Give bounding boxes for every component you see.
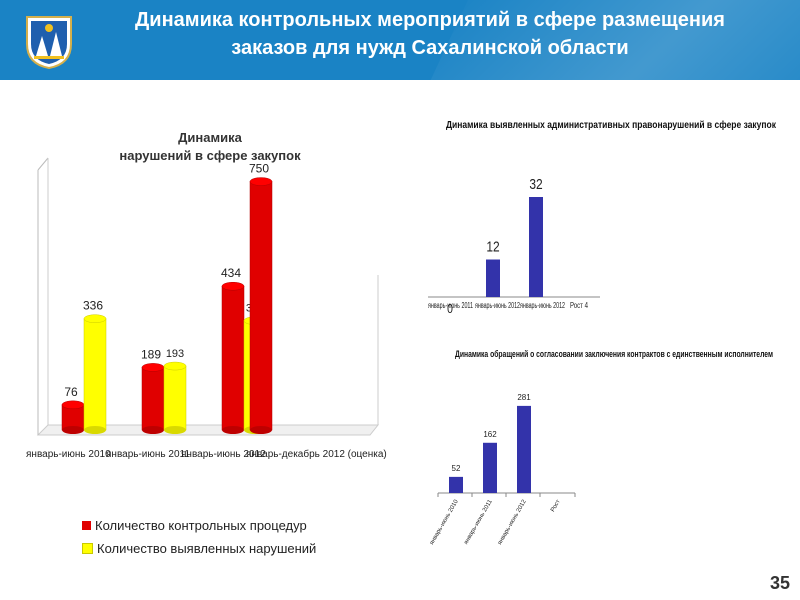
chart1-category-label-2: январь-июнь 2012 [181, 449, 266, 460]
chart3-category-label-3: Рост [550, 499, 562, 513]
chart1-value-label-1-1: 193 [166, 348, 184, 360]
chart1-value-label-0-2: 434 [221, 266, 241, 280]
chart1-bar-base-0-0 [62, 426, 84, 434]
header-banner: Динамика контрольных мероприятий в сфере… [0, 0, 800, 80]
chart3-bar-0 [449, 476, 463, 493]
chart1-title-line2: нарушений в сфере закупок [119, 148, 301, 163]
chart3-value-label-1: 162 [483, 430, 497, 439]
chart1-bar-violations-1 [163, 365, 187, 431]
chart1-category-label-0: январь-июнь 2010 [26, 449, 111, 460]
chart1-legend: Количество контрольных процедур Количест… [82, 518, 316, 564]
chart1-bar-procedures-2 [221, 285, 245, 431]
chart1-value-label-0-1: 189 [141, 347, 161, 361]
page-title: Динамика контрольных мероприятий в сфере… [80, 6, 780, 62]
chart2-category-label-0: январь-июнь 2011 [428, 301, 473, 310]
legend-label-violations: Количество выявленных нарушений [97, 541, 317, 556]
chart2-value-label-0: 0 [447, 302, 453, 316]
chart2-value-label-1: 12 [486, 238, 499, 255]
chart1-bar-cap-1-1 [163, 361, 187, 371]
legend-swatch-procedures [82, 521, 91, 530]
chart1-bar-violations-0 [83, 318, 107, 431]
chart2-category-label-2: январь-июнь 2012 [520, 301, 565, 310]
legend-item-procedures: Количество контрольных процедур [82, 518, 316, 533]
chart3-bar-2 [517, 405, 531, 493]
chart1-bar-base-0-2 [222, 426, 244, 434]
chart2-category-label-3: Рост 4 [570, 301, 588, 310]
chart2-bar-1 [486, 259, 500, 297]
admin-offenses-chart: Динамика выявленных административных пра… [428, 119, 777, 316]
violations-chart: Динамика нарушений в сфере закупок 76 336… [26, 130, 387, 460]
legend-label-procedures: Количество контрольных процедур [95, 518, 307, 533]
chart1-back-edge-top [37, 157, 49, 171]
chart1-value-label-0-0: 76 [64, 385, 78, 399]
chart3-category-label-1: январь-июнь 2011 [463, 498, 494, 545]
chart1-value-label-0-3: 750 [249, 162, 269, 176]
chart1-bar-base-0-3 [250, 426, 272, 434]
chart1-value-label-1-0: 336 [83, 299, 103, 313]
chart3-value-label-0: 52 [452, 464, 461, 473]
legend-swatch-violations [82, 543, 93, 554]
chart3-title: Динамика обращений о согласовании заключ… [455, 349, 773, 359]
chart1-bar-base-1-1 [164, 426, 186, 434]
chart3-bar-1 [483, 442, 497, 493]
chart1-title-line1: Динамика [178, 130, 242, 145]
chart1-bar-base-1-0 [84, 426, 106, 434]
chart3-category-label-2: январь-июнь 2012 [497, 498, 528, 546]
chart1-category-label-1: январь-июнь 2011 [106, 449, 190, 460]
chart3-value-label-2: 281 [517, 393, 531, 402]
legend-item-violations: Количество выявленных нарушений [82, 541, 316, 556]
crest-icon [26, 16, 72, 70]
chart1-bar-cap-0-1 [141, 363, 165, 372]
chart1-bar-procedures-3 [249, 181, 273, 431]
chart3-category-label-0: январь-июнь 2010 [429, 498, 460, 546]
chart2-bar-2 [529, 197, 543, 297]
chart2-value-label-2: 32 [529, 176, 542, 193]
chart2-title: Динамика выявленных административных пра… [446, 119, 777, 131]
chart1-bar-cap-0-0 [61, 400, 85, 410]
chart1-bar-procedures-1 [141, 367, 165, 431]
page-number: 35 [769, 573, 790, 593]
chart1-bar-base-0-1 [142, 426, 164, 434]
single-contractor-chart: Динамика обращений о согласовании заключ… [429, 349, 773, 546]
chart1-bar-cap-0-2 [221, 281, 245, 291]
chart1-bar-cap-0-3 [249, 177, 273, 186]
chart1-bar-cap-1-0 [83, 314, 107, 323]
chart2-category-label-1: январь-июнь 2012 [475, 301, 520, 310]
page-title-line1: Динамика контрольных мероприятий в сфере… [135, 9, 725, 31]
chart1-category-label-3: январь-декабрь 2012 (оценка) [246, 448, 387, 460]
page-title-line2: заказов для нужд Сахалинской области [231, 37, 629, 59]
